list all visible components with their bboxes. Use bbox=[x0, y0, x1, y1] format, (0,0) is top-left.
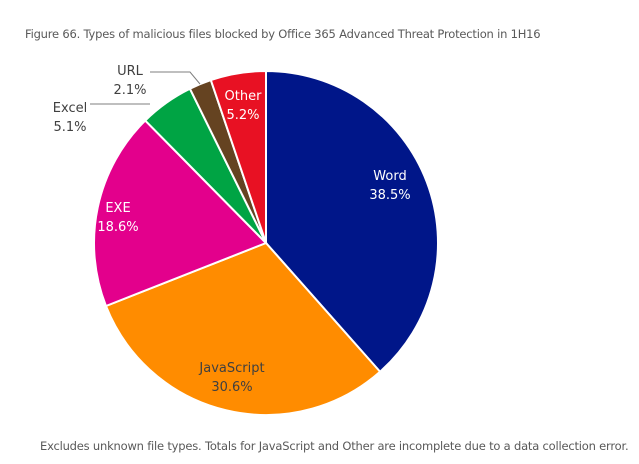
pie-slice-javascript bbox=[104, 241, 382, 416]
slice-label-other: Other bbox=[225, 89, 263, 104]
chart-caption: Figure 66. Types of malicious files bloc… bbox=[25, 27, 541, 41]
slice-label-javascript: JavaScript bbox=[198, 361, 264, 376]
slice-label-excel: Excel bbox=[53, 101, 87, 116]
slice-value-url: 2.1% bbox=[113, 83, 146, 98]
pie-slice-word bbox=[265, 69, 439, 374]
leader-lines bbox=[90, 71, 201, 105]
leader-line-url bbox=[150, 71, 201, 85]
slice-label-exe: EXE bbox=[105, 201, 130, 216]
slice-label-url: URL bbox=[117, 64, 144, 79]
pie-slices bbox=[93, 69, 439, 416]
slice-value-javascript: 30.6% bbox=[211, 380, 252, 395]
slice-value-excel: 5.1% bbox=[53, 120, 86, 135]
chart-footnote: Excludes unknown file types. Totals for … bbox=[40, 439, 629, 453]
pie-slice-exe bbox=[93, 119, 268, 308]
slice-label-word: Word bbox=[373, 169, 406, 184]
slice-value-word: 38.5% bbox=[369, 188, 410, 203]
slice-labels: Word 38.5% JavaScript 30.6% EXE 18.6% Excel 5.1… bbox=[53, 64, 411, 395]
slice-value-other: 5.2% bbox=[226, 108, 259, 123]
slice-value-exe: 18.6% bbox=[97, 220, 138, 235]
pie-slice-other bbox=[209, 69, 267, 244]
